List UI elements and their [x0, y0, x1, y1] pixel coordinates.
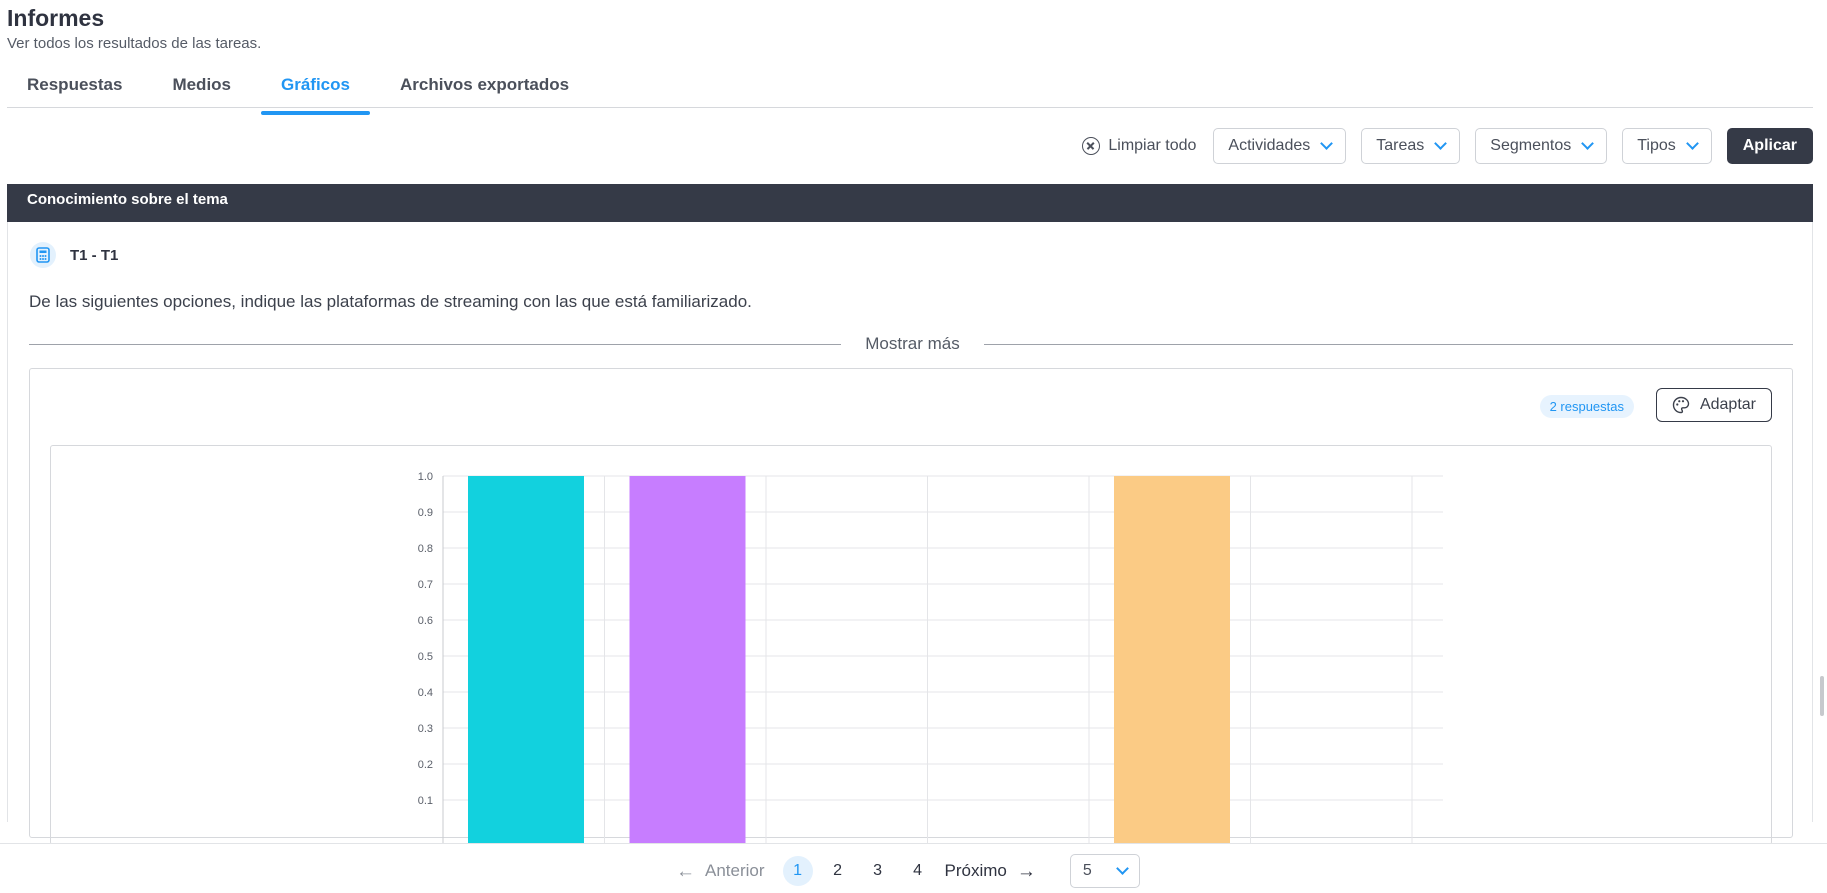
activities-label: Actividades: [1228, 137, 1311, 154]
bar: [1114, 476, 1230, 844]
chevron-down-icon: [1320, 137, 1334, 150]
page-subtitle: Ver todos los resultados de las tareas.: [7, 35, 262, 52]
tasks-label: Tareas: [1376, 137, 1425, 154]
types-dropdown[interactable]: Tipos: [1622, 128, 1712, 164]
chevron-down-icon: [1581, 137, 1595, 150]
responses-badge: 2 respuestas: [1539, 395, 1634, 418]
chevron-down-icon: [1685, 137, 1699, 150]
chevron-down-icon: [1434, 137, 1448, 150]
tab-bar: Respuestas Medios Gráficos Archivos expo…: [7, 70, 1813, 115]
segments-dropdown[interactable]: Segmentos: [1475, 128, 1608, 164]
tab-graficos[interactable]: Gráficos: [261, 70, 370, 115]
page-1-button[interactable]: 1: [782, 856, 813, 886]
chart-svg: 0.1 0.2 0.3 0.4 0.5 0.6 0.7 0.8 0.9 1.0: [418, 471, 1443, 844]
pagination-bar: ← Anterior 1 2 3 4 Próximo → 5: [0, 843, 1827, 893]
scrollbar-thumb[interactable]: [1820, 676, 1824, 716]
y-tick-label: 0.9: [418, 507, 433, 519]
show-more-button[interactable]: Mostrar más: [865, 334, 960, 353]
y-tick-label: 0.5: [418, 651, 433, 663]
page-2-button[interactable]: 2: [833, 862, 842, 879]
bar-chart: 0.1 0.2 0.3 0.4 0.5 0.6 0.7 0.8 0.9 1.0: [50, 445, 1772, 845]
next-page-button[interactable]: Próximo →: [945, 861, 1036, 881]
previous-label: Anterior: [705, 861, 765, 880]
filter-bar: Limpiar todo Actividades Tareas Segmento…: [1082, 128, 1813, 164]
segments-label: Segmentos: [1490, 137, 1572, 154]
clear-circle-icon: [1082, 137, 1101, 155]
clear-all-button[interactable]: Limpiar todo: [1082, 137, 1196, 155]
y-tick-label: 0.6: [418, 615, 433, 627]
y-tick-label: 0.3: [418, 723, 433, 735]
section-header: Conocimiento sobre el tema: [7, 184, 1813, 222]
next-label: Próximo: [944, 861, 1007, 880]
clear-all-label: Limpiar todo: [1108, 137, 1197, 154]
previous-page-button[interactable]: ← Anterior: [676, 861, 765, 881]
types-label: Tipos: [1637, 137, 1676, 154]
page-3-button[interactable]: 3: [873, 862, 882, 879]
y-tick-label: 1.0: [418, 471, 433, 483]
y-tick-label: 0.8: [418, 543, 433, 555]
divider-line: [984, 344, 1793, 345]
arrow-left-icon: ←: [676, 860, 695, 882]
y-tick-label: 0.1: [418, 795, 433, 807]
apply-button[interactable]: Aplicar: [1726, 128, 1813, 164]
section-body: T1 - T1 De las siguientes opciones, indi…: [7, 222, 1813, 845]
y-tick-label: 0.7: [418, 579, 433, 591]
tasks-dropdown[interactable]: Tareas: [1361, 128, 1461, 164]
activities-dropdown[interactable]: Actividades: [1213, 128, 1347, 164]
task-row: T1 - T1: [30, 242, 118, 268]
per-page-select[interactable]: 5: [1069, 854, 1140, 888]
y-tick-label: 0.2: [418, 759, 433, 771]
adapt-button[interactable]: Adaptar: [1655, 388, 1772, 422]
page-header: Informes Ver todos los resultados de las…: [7, 4, 261, 52]
bar: [468, 476, 584, 844]
pager: ← Anterior 1 2 3 4 Próximo → 5: [676, 854, 1140, 888]
tab-archivos-exportados[interactable]: Archivos exportados: [399, 75, 570, 94]
tab-medios[interactable]: Medios: [172, 75, 231, 94]
arrow-right-icon: →: [1016, 860, 1036, 882]
task-label: T1 - T1: [70, 246, 119, 264]
chart-card: 2 respuestas Adaptar 0.1 0.2 0.3 0.4 0.5 0.6 0…: [29, 368, 1793, 845]
y-tick-label: 0.4: [418, 687, 433, 699]
tab-respuestas[interactable]: Respuestas: [27, 75, 123, 94]
page-title: Informes: [7, 5, 105, 31]
divider-line: [29, 344, 841, 345]
per-page-value: 5: [1082, 862, 1092, 879]
calculator-icon: [30, 242, 56, 268]
adapt-label: Adaptar: [1699, 396, 1756, 413]
chevron-down-icon: [1116, 862, 1129, 875]
show-more-divider: Mostrar más: [29, 334, 1793, 354]
bar: [629, 476, 746, 844]
question-text: De las siguientes opciones, indique las …: [29, 292, 752, 311]
palette-icon: [1672, 396, 1690, 414]
page-4-button[interactable]: 4: [913, 862, 922, 879]
